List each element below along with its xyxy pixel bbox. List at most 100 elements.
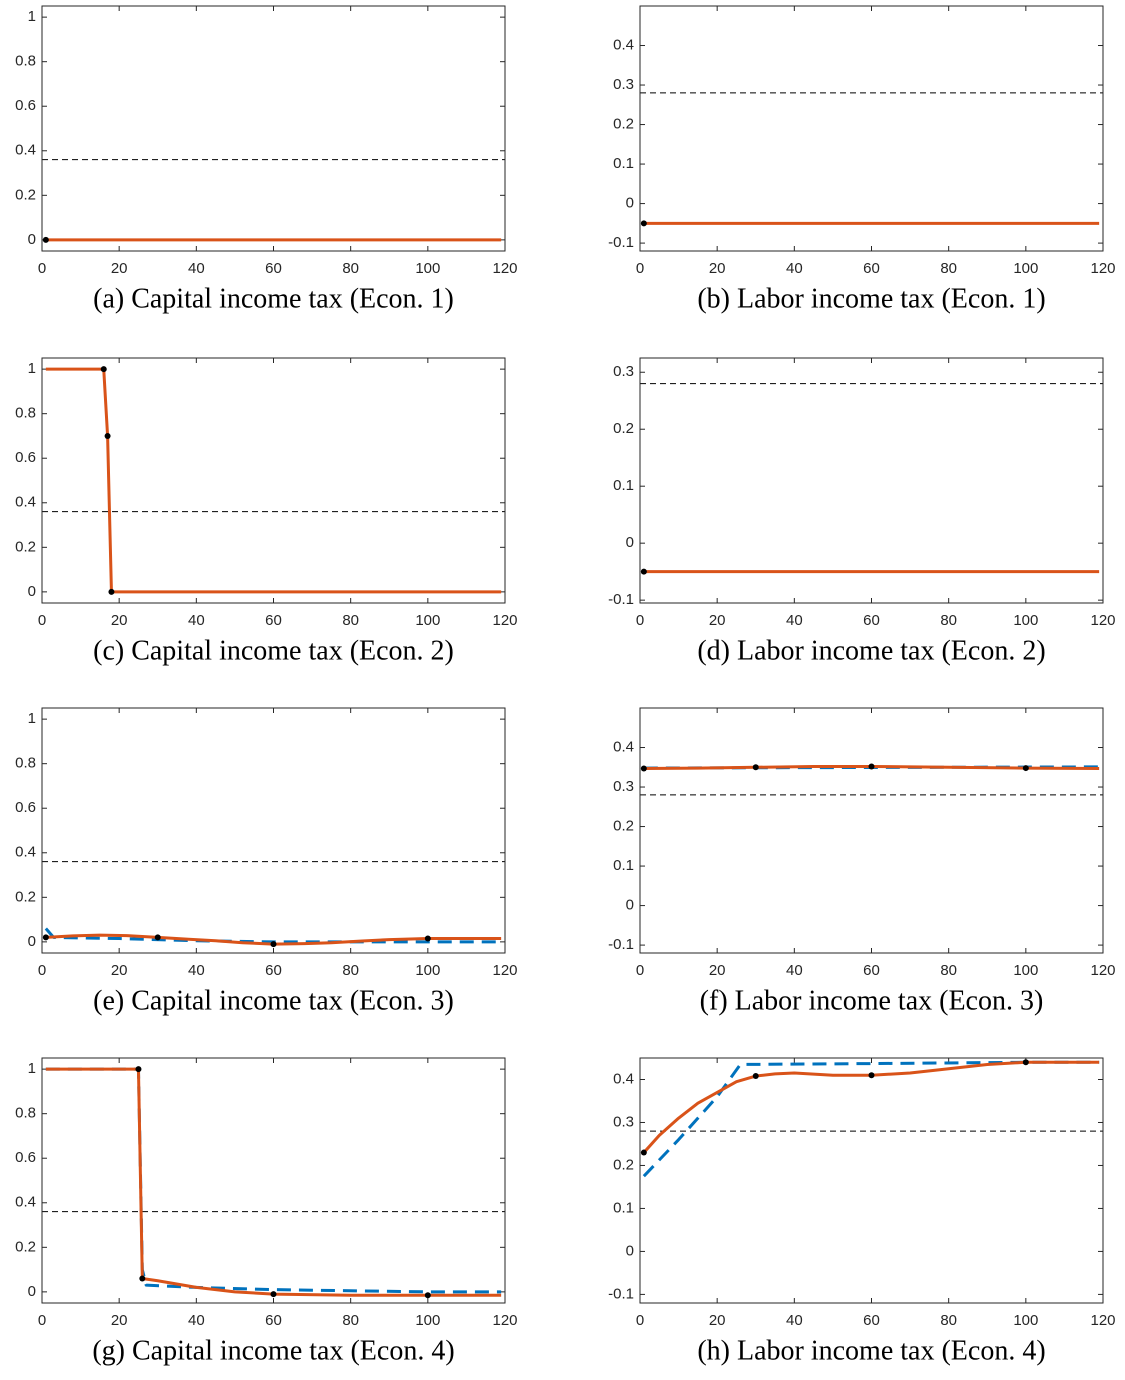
plot-area — [640, 708, 1103, 953]
caption: (f) Labor income tax (Econ. 3) — [700, 985, 1044, 1016]
x-tick-label: 20 — [111, 612, 128, 629]
x-tick-label: 120 — [492, 962, 517, 979]
marker — [139, 1275, 146, 1282]
x-tick-label: 20 — [111, 260, 128, 277]
y-tick-label: 0.2 — [613, 818, 634, 835]
y-tick-label: -0.1 — [608, 591, 634, 608]
caption: (b) Labor income tax (Econ. 1) — [697, 283, 1045, 314]
x-tick-label: 80 — [940, 1312, 957, 1329]
y-tick-label: 0.8 — [15, 405, 36, 422]
x-tick-label: 100 — [415, 612, 440, 629]
marker — [270, 1291, 277, 1298]
y-tick-label: 0.4 — [15, 844, 36, 861]
marker — [868, 763, 875, 770]
y-tick-label: 0 — [626, 1242, 634, 1259]
x-tick-label: 20 — [709, 260, 726, 277]
caption: (a) Capital income tax (Econ. 1) — [93, 283, 454, 314]
x-tick-label: 0 — [38, 962, 46, 979]
x-tick-label: 40 — [188, 1312, 205, 1329]
x-tick-label: 40 — [786, 612, 803, 629]
plot-area — [42, 1058, 505, 1303]
marker — [1022, 1059, 1029, 1066]
x-tick-label: 40 — [786, 1312, 803, 1329]
y-tick-label: 0 — [626, 534, 634, 551]
caption: (h) Labor income tax (Econ. 4) — [697, 1335, 1045, 1366]
x-tick-label: 0 — [636, 962, 644, 979]
x-tick-label: 120 — [492, 260, 517, 277]
y-tick-label: 1 — [28, 1060, 36, 1077]
x-tick-label: 100 — [415, 1312, 440, 1329]
y-tick-label: 0.4 — [613, 738, 634, 755]
y-tick-label: 0.4 — [15, 494, 36, 511]
y-tick-label: 0.6 — [15, 799, 36, 816]
plot-area — [640, 358, 1103, 603]
x-tick-label: 80 — [342, 612, 359, 629]
y-tick-label: 0 — [28, 583, 36, 600]
x-tick-label: 120 — [492, 1312, 517, 1329]
x-tick-label: 60 — [863, 1312, 880, 1329]
x-tick-label: 80 — [342, 1312, 359, 1329]
plot-area — [42, 708, 505, 953]
x-tick-label: 120 — [1090, 962, 1115, 979]
x-tick-label: 120 — [492, 612, 517, 629]
y-tick-label: 0.6 — [15, 449, 36, 466]
axes-box — [41, 707, 506, 954]
x-tick-label: 100 — [1013, 1312, 1038, 1329]
y-tick-label: 0.4 — [15, 142, 36, 159]
x-tick-label: 100 — [415, 260, 440, 277]
x-tick-label: 80 — [342, 962, 359, 979]
y-tick-label: -0.1 — [608, 234, 634, 251]
series-line — [45, 933, 502, 946]
y-tick-label: 0.8 — [15, 755, 36, 772]
y-tick-label: 1 — [28, 710, 36, 727]
series-line — [45, 1067, 502, 1297]
marker — [424, 1292, 431, 1299]
y-tick-label: 1 — [28, 8, 36, 25]
marker — [42, 934, 49, 941]
axes-box — [639, 707, 1104, 954]
y-tick-label: 0 — [626, 897, 634, 914]
x-tick-label: 60 — [265, 962, 282, 979]
y-tick-label: 0.1 — [613, 155, 634, 172]
marker — [640, 568, 647, 575]
plot-area — [42, 358, 505, 603]
y-tick-label: 0.3 — [613, 76, 634, 93]
marker — [868, 1072, 875, 1079]
marker — [1022, 765, 1029, 772]
caption: (e) Capital income tax (Econ. 3) — [93, 985, 454, 1016]
y-tick-label: 0.2 — [613, 116, 634, 133]
marker — [104, 432, 111, 439]
x-tick-label: 40 — [786, 962, 803, 979]
y-tick-label: 0.1 — [613, 477, 634, 494]
y-tick-label: 0.2 — [15, 538, 36, 555]
y-tick-label: 0 — [28, 933, 36, 950]
x-tick-label: 60 — [863, 612, 880, 629]
axes-box — [639, 1057, 1104, 1304]
y-tick-label: 0.2 — [15, 1238, 36, 1255]
y-tick-label: 0.1 — [613, 857, 634, 874]
axes-box — [639, 5, 1104, 252]
x-tick-label: 80 — [342, 260, 359, 277]
series-line — [642, 1060, 1100, 1178]
x-tick-label: 120 — [1090, 260, 1115, 277]
x-tick-label: 40 — [188, 260, 205, 277]
x-tick-label: 100 — [1013, 962, 1038, 979]
marker — [424, 935, 431, 942]
plot-area — [42, 6, 505, 251]
y-tick-label: 0.6 — [15, 1149, 36, 1166]
marker — [100, 366, 107, 373]
x-tick-label: 0 — [636, 1312, 644, 1329]
axes-box — [41, 357, 506, 604]
plot-area — [640, 6, 1103, 251]
y-tick-label: 0.6 — [15, 97, 36, 114]
x-tick-label: 40 — [786, 260, 803, 277]
y-tick-label: 0.4 — [613, 36, 634, 53]
x-tick-label: 80 — [940, 612, 957, 629]
marker — [640, 1149, 647, 1156]
x-tick-label: 100 — [415, 962, 440, 979]
x-tick-label: 60 — [265, 260, 282, 277]
axes-box — [41, 5, 506, 252]
axes-box — [639, 357, 1104, 604]
x-tick-label: 60 — [265, 1312, 282, 1329]
caption: (g) Capital income tax (Econ. 4) — [92, 1335, 454, 1366]
